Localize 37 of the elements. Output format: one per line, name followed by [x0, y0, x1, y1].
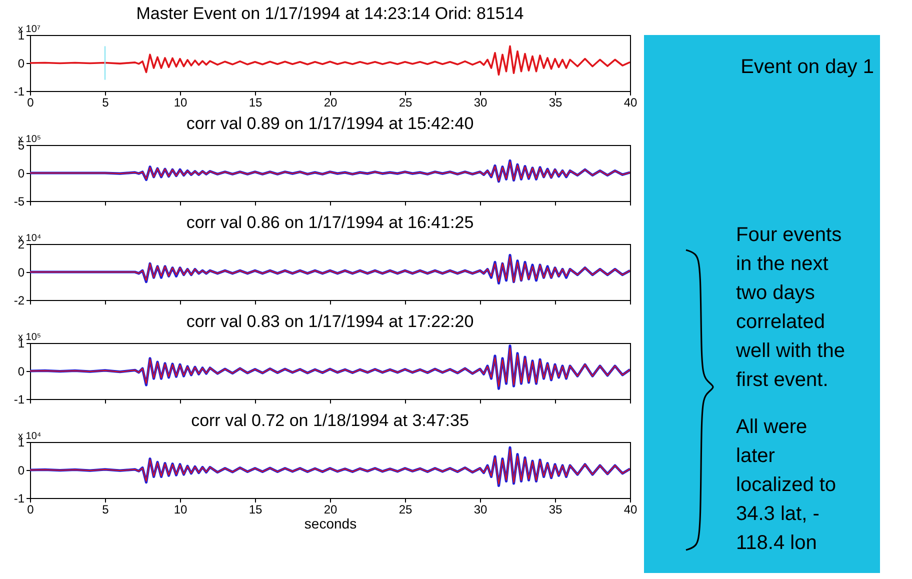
x-tick-label: 25: [398, 502, 412, 516]
chart-title: Master Event on 1/17/1994 at 14:23:14 Orid: 81514: [136, 4, 524, 23]
x-tick-label: 5: [102, 502, 110, 516]
x-tick-label: 40: [624, 96, 638, 110]
x-tick-label: 35: [548, 96, 562, 110]
x-tick-label: 10: [174, 96, 188, 110]
y-tick-label: -5: [14, 194, 25, 208]
x-tick-label: 40: [624, 502, 638, 516]
x-tick-label: 20: [324, 96, 338, 110]
text: All were later localized to 34.3 lat, - 118.4 lon: [736, 416, 836, 554]
y-tick-label: 0: [18, 56, 25, 70]
x-tick-label: 30: [474, 502, 488, 516]
text: Four events in the next two days correlated well with the first event.: [735, 224, 845, 391]
x-axis-title: seconds: [304, 516, 357, 532]
y-tick-label: -1: [14, 392, 25, 406]
x-tick-label: 25: [398, 96, 412, 110]
chart-title: corr val 0.83 on 1/17/1994 at 17:22:20: [186, 312, 474, 331]
y-tick-label: -1: [14, 84, 25, 98]
x-tick-label: 0: [27, 502, 34, 516]
x-tick-label: 30: [474, 96, 488, 110]
text: Event on day 1: [740, 56, 874, 78]
y-tick-label: -1: [14, 492, 25, 506]
x-tick-label: 35: [548, 502, 562, 516]
y-tick-label: 0: [18, 364, 25, 378]
y-tick-label: 0: [18, 464, 25, 478]
chart-title: corr val 0.89 on 1/17/1994 at 15:42:40: [186, 114, 474, 133]
chart-title: corr val 0.72 on 1/18/1994 at 3:47:35: [191, 411, 469, 430]
x-tick-label: 15: [248, 502, 262, 516]
x-tick-label: 0: [27, 96, 34, 110]
x-tick-label: 15: [248, 96, 262, 110]
y-tick-label: 0: [18, 266, 25, 280]
chart-title: corr val 0.86 on 1/17/1994 at 16:41:25: [186, 213, 474, 232]
x-tick-label: 5: [102, 96, 110, 110]
x-tick-label: 20: [324, 502, 338, 516]
x-tick-label: 10: [174, 502, 188, 516]
y-tick-label: 0: [18, 166, 25, 180]
y-tick-label: -2: [14, 294, 25, 308]
